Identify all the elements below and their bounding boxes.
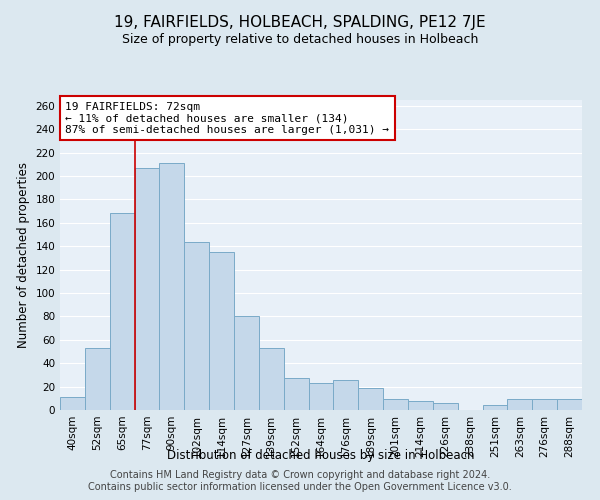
Bar bbox=[259, 348, 284, 410]
Bar bbox=[532, 400, 557, 410]
Y-axis label: Number of detached properties: Number of detached properties bbox=[17, 162, 30, 348]
Bar bbox=[234, 316, 259, 410]
Bar bbox=[209, 252, 234, 410]
Bar bbox=[433, 403, 458, 410]
Bar bbox=[134, 168, 160, 410]
Text: 19, FAIRFIELDS, HOLBEACH, SPALDING, PE12 7JE: 19, FAIRFIELDS, HOLBEACH, SPALDING, PE12… bbox=[114, 15, 486, 30]
Text: Distribution of detached houses by size in Holbeach: Distribution of detached houses by size … bbox=[167, 448, 475, 462]
Bar bbox=[160, 163, 184, 410]
Bar bbox=[408, 400, 433, 410]
Bar bbox=[557, 400, 582, 410]
Bar bbox=[482, 406, 508, 410]
Bar bbox=[358, 388, 383, 410]
Bar bbox=[508, 400, 532, 410]
Bar bbox=[85, 348, 110, 410]
Bar bbox=[383, 400, 408, 410]
Text: Contains public sector information licensed under the Open Government Licence v3: Contains public sector information licen… bbox=[88, 482, 512, 492]
Text: Size of property relative to detached houses in Holbeach: Size of property relative to detached ho… bbox=[122, 32, 478, 46]
Bar bbox=[110, 214, 134, 410]
Bar bbox=[184, 242, 209, 410]
Bar bbox=[60, 397, 85, 410]
Bar bbox=[308, 383, 334, 410]
Text: 19 FAIRFIELDS: 72sqm
← 11% of detached houses are smaller (134)
87% of semi-deta: 19 FAIRFIELDS: 72sqm ← 11% of detached h… bbox=[65, 102, 389, 134]
Bar bbox=[284, 378, 308, 410]
Bar bbox=[334, 380, 358, 410]
Text: Contains HM Land Registry data © Crown copyright and database right 2024.: Contains HM Land Registry data © Crown c… bbox=[110, 470, 490, 480]
